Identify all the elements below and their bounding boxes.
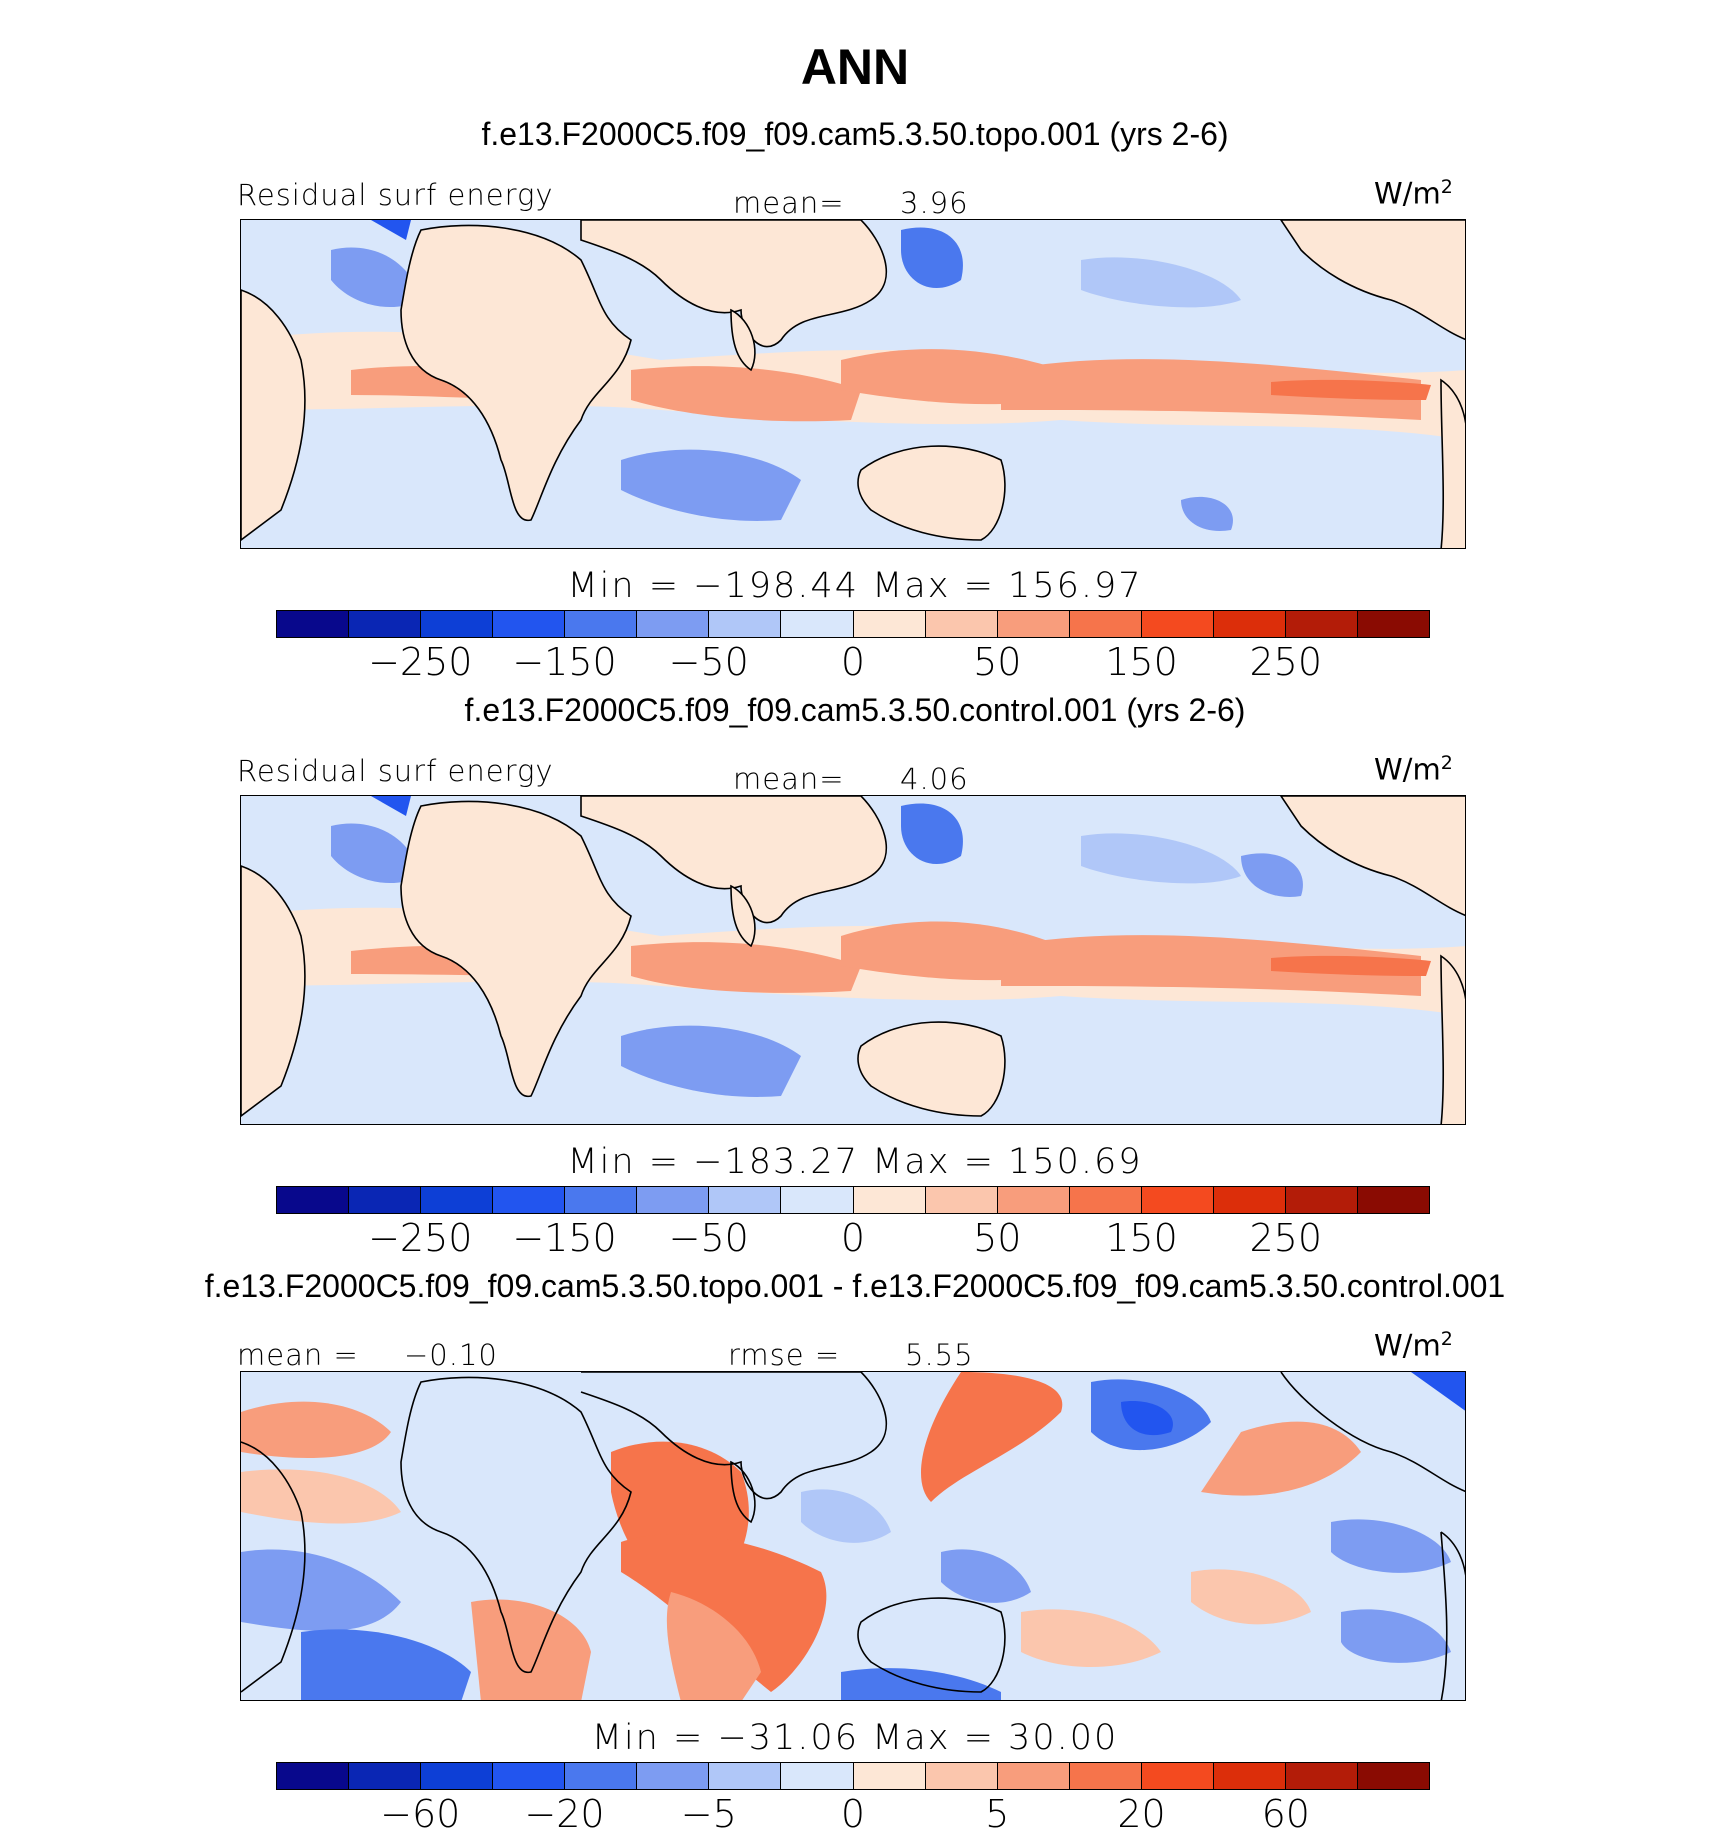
colorbar-segment xyxy=(1069,611,1142,637)
colorbar-segment xyxy=(781,1763,854,1789)
colorbar-segment xyxy=(421,1187,494,1213)
colorbar-segment xyxy=(1213,1763,1286,1789)
colorbar-segment xyxy=(709,611,782,637)
colorbar-segment xyxy=(781,611,854,637)
panel3-case-title: f.e13.F2000C5.f09_f09.cam5.3.50.topo.001… xyxy=(204,1268,1506,1304)
colorbar-tick-label: −150 xyxy=(512,640,617,684)
panel3-colorbar xyxy=(276,1762,1430,1790)
panel3-rmse-label: rmse = xyxy=(728,1338,841,1372)
colorbar-tick-label: −5 xyxy=(680,1792,737,1836)
colorbar-tick-label: 60 xyxy=(1261,1792,1310,1836)
colorbar-segment xyxy=(1285,611,1358,637)
colorbar-segment xyxy=(637,1763,710,1789)
colorbar-segment xyxy=(1285,1763,1358,1789)
colorbar-segment xyxy=(637,1187,710,1213)
panel1-variable-label: Residual surf energy xyxy=(237,178,554,212)
colorbar-segment xyxy=(709,1187,782,1213)
colorbar-tick-label: 0 xyxy=(840,1216,866,1260)
panel1-minmax: Min = −198.44 Max = 156.97 xyxy=(567,566,1143,606)
colorbar-segment xyxy=(1213,1187,1286,1213)
panel3-minmax: Min = −31.06 Max = 30.00 xyxy=(591,1718,1119,1758)
colorbar-tick-label: 150 xyxy=(1105,640,1178,684)
colorbar-segment xyxy=(493,1763,566,1789)
colorbar-segment xyxy=(925,1187,998,1213)
colorbar-segment xyxy=(997,1763,1070,1789)
panel2-case-title: f.e13.F2000C5.f09_f09.cam5.3.50.control.… xyxy=(464,692,1246,728)
colorbar-segment xyxy=(925,611,998,637)
panel2-variable-label: Residual surf energy xyxy=(237,754,554,788)
colorbar-tick-label: 20 xyxy=(1117,1792,1166,1836)
colorbar-segment xyxy=(493,1187,566,1213)
panel3-map xyxy=(240,1371,1466,1701)
panel1-mean-label: mean= xyxy=(733,186,845,220)
panel2-units: W/m2 xyxy=(1374,752,1453,787)
panel2-map xyxy=(240,795,1466,1125)
colorbar-segment xyxy=(493,611,566,637)
colorbar-tick-label: −50 xyxy=(668,640,749,684)
colorbar-segment xyxy=(1141,1187,1214,1213)
colorbar-tick-label: −60 xyxy=(380,1792,461,1836)
colorbar-tick-label: −20 xyxy=(524,1792,605,1836)
panel3-mean-value: −0.10 xyxy=(404,1338,498,1372)
colorbar-segment xyxy=(1213,611,1286,637)
colorbar-segment xyxy=(277,1187,350,1213)
colorbar-segment xyxy=(565,1187,638,1213)
colorbar-tick-label: −50 xyxy=(668,1216,749,1260)
colorbar-segment xyxy=(277,611,350,637)
figure-title: ANN xyxy=(800,39,910,95)
colorbar-segment xyxy=(997,611,1070,637)
colorbar-segment xyxy=(349,1763,422,1789)
panel3-units: W/m2 xyxy=(1374,1328,1453,1363)
colorbar-segment xyxy=(421,1763,494,1789)
colorbar-segment xyxy=(421,611,494,637)
colorbar-segment xyxy=(853,611,926,637)
colorbar-tick-label: 0 xyxy=(840,1792,866,1836)
colorbar-segment xyxy=(1141,611,1214,637)
colorbar-tick-label: 150 xyxy=(1105,1216,1178,1260)
colorbar-segment xyxy=(1285,1187,1358,1213)
colorbar-segment xyxy=(565,1763,638,1789)
colorbar-tick-label: 50 xyxy=(973,640,1022,684)
panel2-mean-label: mean= xyxy=(733,762,845,796)
colorbar-segment xyxy=(1357,1763,1429,1789)
panel3-rmse-value: 5.55 xyxy=(905,1338,974,1372)
colorbar-segment xyxy=(349,611,422,637)
colorbar-tick-label: 50 xyxy=(973,1216,1022,1260)
colorbar-tick-label: 0 xyxy=(840,640,866,684)
colorbar-segment xyxy=(997,1187,1070,1213)
colorbar-segment xyxy=(1357,611,1429,637)
colorbar-segment xyxy=(853,1187,926,1213)
panel2-colorbar xyxy=(276,1186,1430,1214)
colorbar-tick-label: −150 xyxy=(512,1216,617,1260)
panel3-mean-label: mean = xyxy=(237,1338,359,1372)
colorbar-tick-label: 250 xyxy=(1249,1216,1323,1260)
panel2-mean-value: 4.06 xyxy=(900,762,969,796)
colorbar-segment xyxy=(925,1763,998,1789)
colorbar-tick-label: 5 xyxy=(985,1792,1010,1836)
panel1-map xyxy=(240,219,1466,549)
colorbar-segment xyxy=(637,611,710,637)
panel2-minmax: Min = −183.27 Max = 150.69 xyxy=(567,1142,1143,1182)
colorbar-segment xyxy=(1069,1187,1142,1213)
colorbar-tick-label: 250 xyxy=(1249,640,1323,684)
colorbar-segment xyxy=(565,611,638,637)
colorbar-segment xyxy=(1069,1763,1142,1789)
colorbar-segment xyxy=(277,1763,350,1789)
panel1-units: W/m2 xyxy=(1374,176,1453,211)
colorbar-segment xyxy=(709,1763,782,1789)
colorbar-segment xyxy=(853,1763,926,1789)
colorbar-segment xyxy=(781,1187,854,1213)
colorbar-tick-label: −250 xyxy=(368,1216,473,1260)
colorbar-segment xyxy=(1357,1187,1429,1213)
panel1-colorbar xyxy=(276,610,1430,638)
colorbar-tick-label: −250 xyxy=(368,640,473,684)
colorbar-segment xyxy=(1141,1763,1214,1789)
panel1-mean-value: 3.96 xyxy=(900,186,969,220)
colorbar-segment xyxy=(349,1187,422,1213)
panel1-case-title: f.e13.F2000C5.f09_f09.cam5.3.50.topo.001… xyxy=(481,116,1229,152)
